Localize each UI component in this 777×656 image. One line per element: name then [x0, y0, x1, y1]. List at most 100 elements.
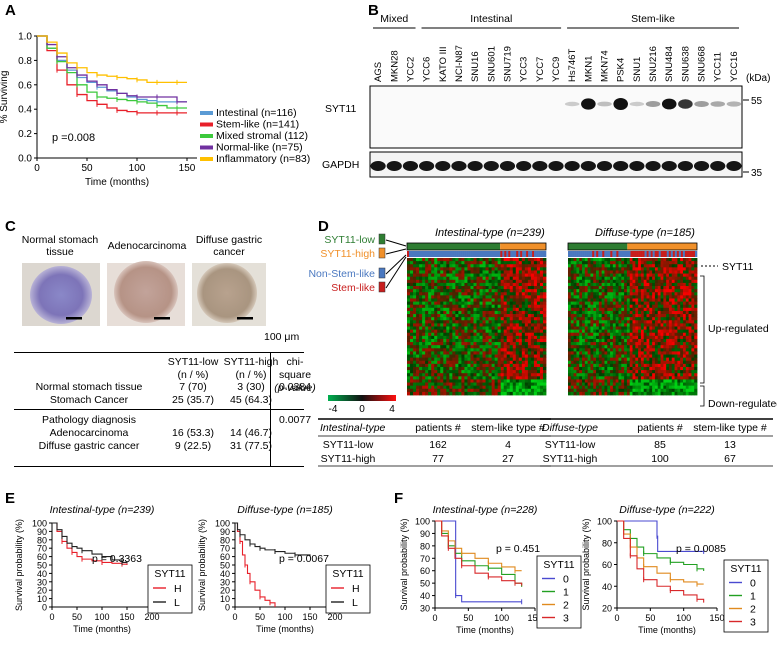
d-heatmap-left-cell [452, 258, 456, 262]
b-group-0: Mixed [380, 13, 408, 25]
d-heatmap-left-cell [467, 348, 471, 352]
d-heatmap-left-cell [539, 326, 544, 331]
d-heatmap-left-cell [455, 298, 459, 302]
d-heatmap-right-cell [640, 264, 645, 268]
d-heatmap-left-cell [431, 307, 435, 312]
d-heatmap-right-cell [632, 295, 636, 299]
d-heatmap-right-cell [607, 273, 611, 278]
d-heatmap-left-cell [515, 391, 520, 396]
d-heatmap-left-cell [539, 351, 544, 355]
d-heatmap-left-cell [500, 301, 505, 306]
d-heatmap-right-cell [649, 282, 653, 287]
d-heatmap-left-cell [425, 363, 429, 368]
d-heatmap-left-cell [434, 351, 438, 355]
d-heatmap-left-cell [428, 345, 432, 349]
a-ytick-label: 0.6 [18, 80, 32, 91]
d-heatmap-left-cell [482, 323, 486, 327]
e-left-title: Intestinal-type (n=239) [50, 504, 155, 516]
d-heatmap-right-cell [576, 261, 580, 265]
d-heatmap-left-cell [470, 385, 474, 390]
d-heatmap-left-cell [452, 332, 456, 337]
d-heatmap-left-cell [431, 357, 435, 362]
d-heatmap-left-cell [455, 323, 459, 327]
d-heatmap-left-cell [416, 301, 420, 306]
d-heatmap-left-cell [470, 273, 474, 278]
d-heatmap-left-cell [446, 298, 450, 302]
d-heatmap-left-cell [449, 323, 453, 327]
d-heatmap-right-cell [596, 270, 600, 274]
d-heatmap-left-cell [485, 388, 489, 393]
d-heatmap-left-cell [530, 351, 535, 355]
d-right-stem-bar [610, 251, 613, 257]
d-heatmap-left-cell [512, 286, 517, 290]
d-heatmap-left-cell [503, 360, 508, 365]
d-heatmap-left-cell [524, 351, 529, 355]
d-heatmap-left-cell [506, 261, 511, 265]
c-scalebar-diffuse [237, 317, 253, 320]
d-heatmap-right-cell [691, 276, 695, 281]
d-heatmap-left-cell [422, 345, 426, 349]
d-heatmap-left-cell [440, 320, 444, 324]
a-ytick-label: 0.8 [18, 56, 32, 67]
d-heatmap-left-cell [497, 363, 502, 368]
d-heatmap-right-cell [638, 276, 642, 281]
d-heatmap-left-cell [539, 342, 544, 346]
d-heatmap-left-cell [536, 335, 541, 340]
d-heatmap-left-cell [416, 357, 420, 362]
d-heatmap-left-cell [521, 360, 526, 365]
d-heatmap-left-cell [521, 317, 526, 321]
d-heatmap-left-cell [443, 370, 447, 374]
d-heatmap-right-cell [612, 267, 617, 271]
d-heatmap-left-cell [542, 351, 547, 355]
d-heatmap-right-cell [584, 261, 589, 265]
d-heatmap-right-cell [629, 295, 633, 299]
d-heatmap-left-cell [452, 391, 456, 396]
d-heatmap-left-cell [452, 320, 456, 324]
d-heatmap-left-cell [530, 282, 535, 287]
d-left-stem-bar [494, 251, 497, 257]
d-heatmap-left-cell [515, 345, 520, 349]
d-heatmap-right-cell [587, 267, 591, 271]
d-heatmap-left-cell [425, 301, 429, 306]
d-left-stem-bar [512, 251, 515, 257]
d-heatmap-left-cell [509, 357, 514, 362]
d-heatmap-left-cell [521, 276, 526, 281]
d-heatmap-left-cell [521, 301, 526, 306]
d-heatmap-right-cell [694, 261, 698, 265]
a-legend-swatch-4 [200, 157, 213, 161]
d-heatmap-right-cell [654, 261, 659, 265]
d-heatmap-right-cell [668, 267, 673, 271]
d-heatmap-left-cell [449, 273, 453, 278]
d-heatmap-left-cell [407, 391, 411, 396]
d-heatmap-right-cell [607, 267, 611, 271]
d-heatmap-left-cell [416, 264, 420, 268]
d-heatmap-left-cell [500, 354, 505, 359]
d-heatmap-left-cell [449, 279, 453, 284]
d-heatmap-left-cell [452, 338, 456, 343]
d-heatmap-left-cell [467, 351, 471, 355]
d-heatmap-left-cell [422, 382, 426, 387]
f-left-xtick-label: 100 [494, 613, 509, 623]
d-heatmap-left-cell [542, 382, 547, 387]
d-heatmap-left-cell [518, 323, 523, 327]
d-heatmap-left-cell [431, 326, 435, 331]
d-heatmap-left-cell [428, 289, 432, 293]
d-heatmap-left-cell [431, 391, 435, 396]
d-heatmap-right-cell [668, 261, 673, 265]
d-heatmap-left-cell [422, 360, 426, 365]
d-heatmap-left-cell [416, 391, 420, 396]
d-heatmap-left-cell [413, 335, 417, 340]
d-heatmap-left-cell [407, 382, 411, 387]
d-heatmap-left-cell [461, 326, 465, 331]
d-heatmap-left-cell [509, 360, 514, 365]
d-heatmap-left-cell [518, 295, 523, 299]
d-heatmap-left-cell [479, 370, 483, 374]
d-heatmap-left-cell [431, 348, 435, 352]
d-heatmap-left-cell [536, 373, 541, 377]
d-right-stem-bar [690, 251, 694, 257]
d-heatmap-left-cell [503, 323, 508, 327]
b-band-syt11 [645, 101, 661, 107]
d-heatmap-right-cell [570, 267, 575, 271]
d-heatmap-left-cell [419, 282, 423, 287]
d-heatmap-left-cell [488, 301, 493, 306]
